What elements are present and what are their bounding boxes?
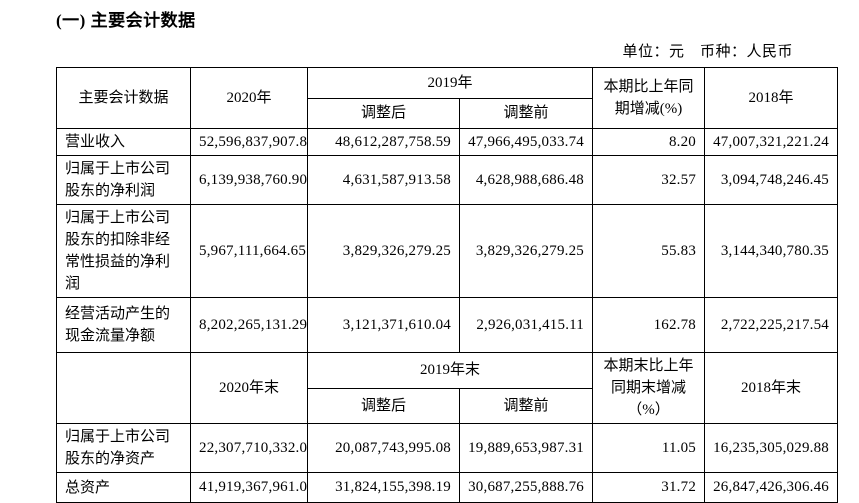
header-stub: 主要会计数据	[56, 67, 191, 129]
cell-adjusted-before: 19,889,653,987.31	[458, 423, 594, 473]
cell-adjusted-after: 31,824,155,398.19	[307, 472, 460, 503]
cell-adjusted-before: 30,687,255,888.76	[458, 472, 594, 503]
cell-change: 31.72	[592, 472, 706, 503]
cell-adjusted-after: 20,087,743,995.08	[307, 423, 460, 473]
header-2019: 2019年	[306, 67, 594, 99]
header-row-1-sub: 调整后 调整前	[57, 98, 838, 129]
header-adjusted-after: 调整后	[307, 98, 460, 129]
row-label: 营业收入	[56, 128, 191, 156]
cell-2018: 47,007,321,221.24	[704, 128, 839, 156]
header2-stub	[56, 352, 191, 424]
table-row-deducted-net-profit: 归属于上市公司股东的扣除非经常性损益的净利润 5,967,111,664.65 …	[56, 204, 839, 298]
cell-2020: 41,919,367,961.05	[190, 472, 308, 503]
table-row-revenue: 营业收入 52,596,837,907.89 48,612,287,758.59…	[56, 128, 839, 156]
cell-2018: 3,094,748,246.45	[704, 155, 839, 205]
cell-change: 32.57	[592, 155, 706, 205]
cell-2018: 2,722,225,217.54	[704, 297, 839, 353]
cell-adjusted-before: 2,926,031,415.11	[458, 297, 594, 353]
header2-adjusted-after: 调整后	[307, 388, 460, 424]
header-adjusted-before: 调整前	[458, 98, 594, 129]
cell-2020: 5,967,111,664.65	[190, 204, 308, 298]
header-2020: 2020年	[190, 67, 308, 129]
cell-2020: 22,307,710,332.05	[190, 423, 308, 473]
header-change: 本期比上年同期增减(%)	[592, 67, 706, 129]
cell-change: 55.83	[592, 204, 706, 298]
row-label: 归属于上市公司股东的净资产	[56, 423, 191, 473]
row-label: 经营活动产生的现金流量净额	[56, 297, 191, 353]
header-2018: 2018年	[704, 67, 839, 129]
cell-adjusted-after: 4,631,587,913.58	[307, 155, 460, 205]
cell-change: 8.20	[592, 128, 706, 156]
row-label: 归属于上市公司股东的净利润	[56, 155, 191, 205]
cell-adjusted-after: 3,121,371,610.04	[307, 297, 460, 353]
unit-note: 单位：元 币种：人民币	[622, 44, 793, 60]
header-row-2: 2020年末 2019年末 本期末比上年同期末增减（%） 2018年末	[56, 351, 839, 424]
cell-2020: 8,202,265,131.29	[190, 297, 308, 353]
header2-adjusted-before: 调整前	[458, 388, 594, 424]
accounting-data-table: 主要会计数据 2020年 2019年 本期比上年同期增减(%) 2018年 调整…	[56, 67, 839, 503]
cell-adjusted-after: 3,829,326,279.25	[307, 204, 460, 298]
header2-change: 本期末比上年同期末增减（%）	[592, 352, 706, 424]
table-row-net-assets: 归属于上市公司股东的净资产 22,307,710,332.05 20,087,7…	[56, 423, 839, 473]
header2-2020-end: 2020年末	[190, 352, 308, 424]
cell-change: 11.05	[592, 423, 706, 473]
table-row-total-assets: 总资产 41,919,367,961.05 31,824,155,398.19 …	[56, 472, 839, 503]
cell-2018: 26,847,426,306.46	[704, 472, 839, 503]
page-title: (一) 主要会计数据	[56, 11, 196, 30]
table-row-operating-cash-flow: 经营活动产生的现金流量净额 8,202,265,131.29 3,121,371…	[56, 297, 839, 353]
cell-change: 162.78	[592, 297, 706, 353]
cell-2018: 3,144,340,780.35	[704, 204, 839, 298]
cell-adjusted-after: 48,612,287,758.59	[307, 128, 460, 156]
header-row-1: 主要会计数据 2020年 2019年 本期比上年同期增减(%) 2018年	[56, 67, 839, 129]
header2-2019-end: 2019年末	[306, 351, 594, 390]
cell-2020: 52,596,837,907.89	[190, 128, 308, 156]
header2-2018-end: 2018年末	[704, 352, 839, 424]
row-label: 总资产	[56, 472, 191, 503]
table-row-net-profit: 归属于上市公司股东的净利润 6,139,938,760.90 4,631,587…	[56, 155, 839, 205]
cell-adjusted-before: 3,829,326,279.25	[458, 204, 594, 298]
cell-adjusted-before: 4,628,988,686.48	[458, 155, 594, 205]
row-label: 归属于上市公司股东的扣除非经常性损益的净利润	[56, 204, 191, 298]
cell-2020: 6,139,938,760.90	[190, 155, 308, 205]
header-row-2-sub: 调整后 调整前	[57, 388, 838, 424]
cell-adjusted-before: 47,966,495,033.74	[458, 128, 594, 156]
cell-2018: 16,235,305,029.88	[704, 423, 839, 473]
